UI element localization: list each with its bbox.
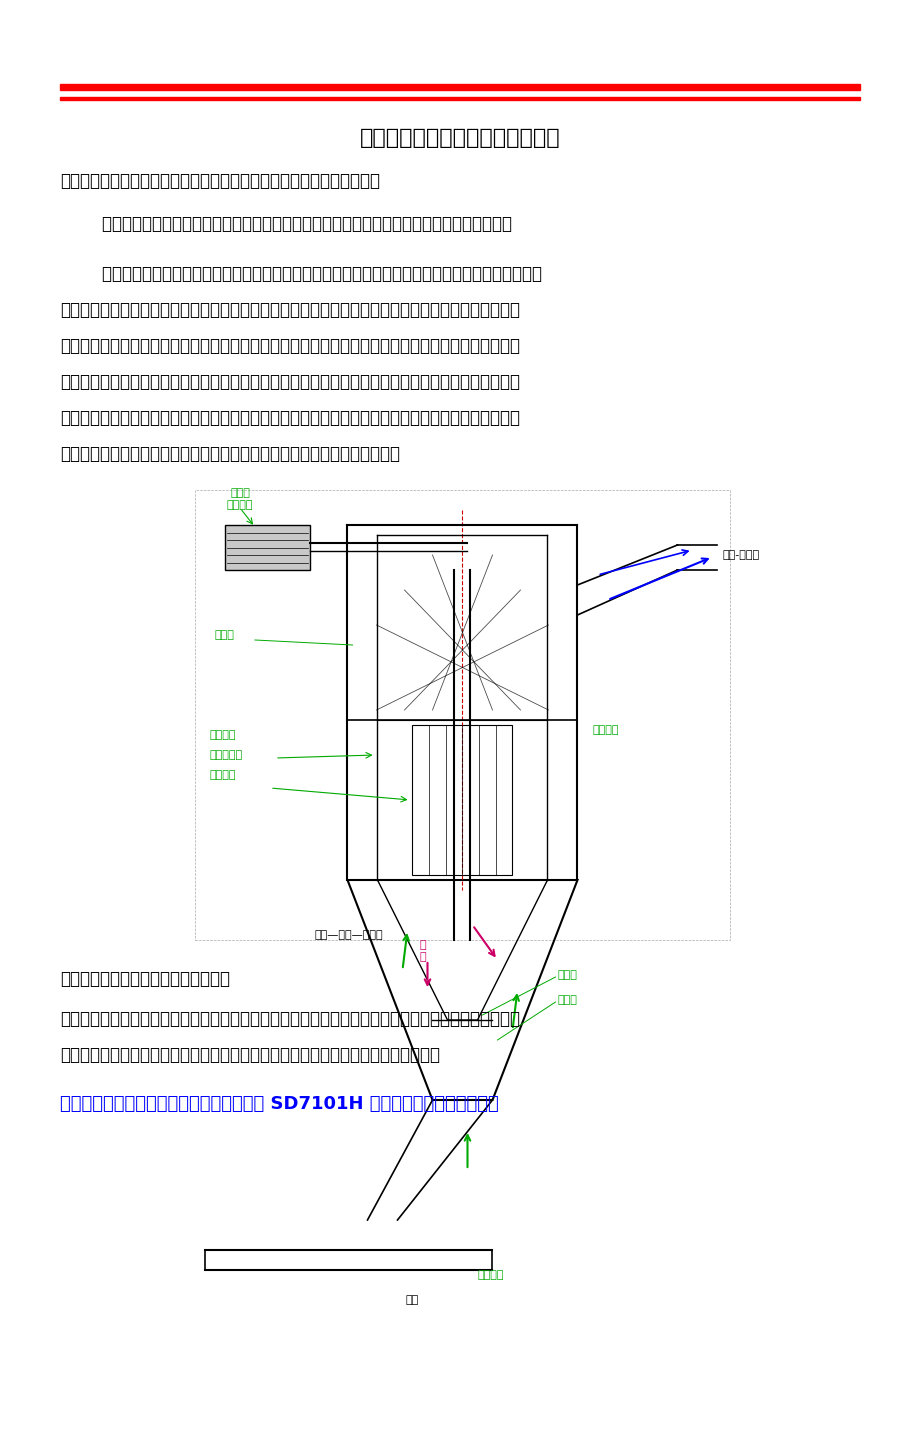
Bar — [412, 724, 512, 875]
Text: 煤磨运设备常见的故障问题及解决方法: 煤磨运设备常见的故障问题及解决方法 — [60, 970, 230, 988]
Text: 涡流分选区: 涡流分选区 — [210, 750, 243, 761]
Text: 尘装置作为成品收集。如果颗粒的离心力大于风拉力，则颗粒被重新带到分散区，并由于受重力的作用往: 尘装置作为成品收集。如果颗粒的离心力大于风拉力，则颗粒被重新带到分散区，并由于受… — [60, 409, 519, 427]
Text: 涡流分选区，进入涡流分选区的颗粒，由于受笼型转子高速旋转产生的旋转气流的带动，获得一定的圆周: 涡流分选区，进入涡流分选区的颗粒，由于受笼型转子高速旋转产生的旋转气流的带动，获… — [60, 301, 519, 320]
Text: 下降落至内锥筒。粗颗粒从下部的出料口排出选粉机，经输送绞刀返回磨机。: 下降落至内锥筒。粗颗粒从下部的出料口排出选粉机，经输送绞刀返回磨机。 — [60, 445, 400, 463]
Text: 解决方法：采用索雷碳纳米聚合物复合材料 SD7101H 现场快速修复或机加工修复: 解决方法：采用索雷碳纳米聚合物复合材料 SD7101H 现场快速修复或机加工修复 — [60, 1095, 498, 1113]
Text: 电动机
（变频）: 电动机 （变频） — [226, 489, 253, 510]
Text: 外锥筒: 外锥筒 — [557, 995, 577, 1005]
Text: 速度，即具有离心力，与此同时，颗粒也受到风拉力的作用。如果颗粒的离心力小于风拉力，则颗粒被风: 速度，即具有离心力，与此同时，颗粒也受到风拉力的作用。如果颗粒的离心力小于风拉力… — [60, 337, 519, 356]
Text: 内锥筒: 内锥筒 — [557, 970, 577, 980]
Bar — [60, 97, 859, 100]
Text: 选粉机的工作原理：风和煤粉从磨机出口直接引入选粉机。进入上壳体时，颗粒随风被导风叶片导入: 选粉机的工作原理：风和煤粉从磨机出口直接引入选粉机。进入上壳体时，颗粒随风被导风… — [60, 265, 541, 283]
Bar — [195, 490, 729, 940]
Text: 导风叶片: 导风叶片 — [210, 730, 236, 740]
Text: 磨损，摇臂轴、轴承室磨损，选粉机轴磨损、键槽滚键，煤磨主电机轴承位轴承室磨损: 磨损，摇臂轴、轴承室磨损，选粉机轴磨损、键槽滚键，煤磨主电机轴承位轴承室磨损 — [60, 1045, 439, 1064]
Text: 第一类问题：煤磨磨辊轴承位磨损，煤磨磨辊轴承室磨损，煤磨磨辊配合面磨损，联轴器键槽滚键、轴孔: 第一类问题：煤磨磨辊轴承位磨损，煤磨磨辊轴承室磨损，煤磨磨辊配合面磨损，联轴器键… — [60, 1009, 519, 1028]
Text: 煤磨选粉机的作用：及时将粉磨到一定粒度的合格细粉选出，粗粉重新返回磨机进行再粉磨。: 煤磨选粉机的作用：及时将粉磨到一定粒度的合格细粉选出，粗粉重新返回磨机进行再粉磨… — [60, 215, 512, 233]
Text: 笼型转子: 笼型转子 — [210, 771, 236, 779]
Bar — [225, 525, 310, 570]
Text: 关键词：煤磨设备，故障问题，解决方法，碳纳米聚合物材料，索雷工业: 关键词：煤磨设备，故障问题，解决方法，碳纳米聚合物材料，索雷工业 — [60, 172, 380, 189]
Text: 粗
粉: 粗 粉 — [419, 940, 425, 962]
Text: 细粉-出风口: 细粉-出风口 — [721, 549, 759, 560]
Text: 内涡流区: 内涡流区 — [592, 724, 618, 735]
Bar — [60, 84, 859, 90]
Text: 煤磨设备故障问题及解决方法共享: 煤磨设备故障问题及解决方法共享 — [359, 129, 560, 147]
Text: 风和煤粉: 风和煤粉 — [477, 1270, 504, 1280]
Text: 粗粉: 粗粉 — [405, 1296, 419, 1304]
Text: 带入笼型转子内的内涡流区。进入内涡流区的颗粒随气流旋转上升至上方的出风管排出，由另外设置的收: 带入笼型转子内的内涡流区。进入内涡流区的颗粒随气流旋转上升至上方的出风管排出，由… — [60, 373, 519, 390]
Text: 送具—送具—进风口: 送具—送具—进风口 — [314, 930, 382, 940]
Text: 防爆阀: 防爆阀 — [215, 630, 234, 641]
